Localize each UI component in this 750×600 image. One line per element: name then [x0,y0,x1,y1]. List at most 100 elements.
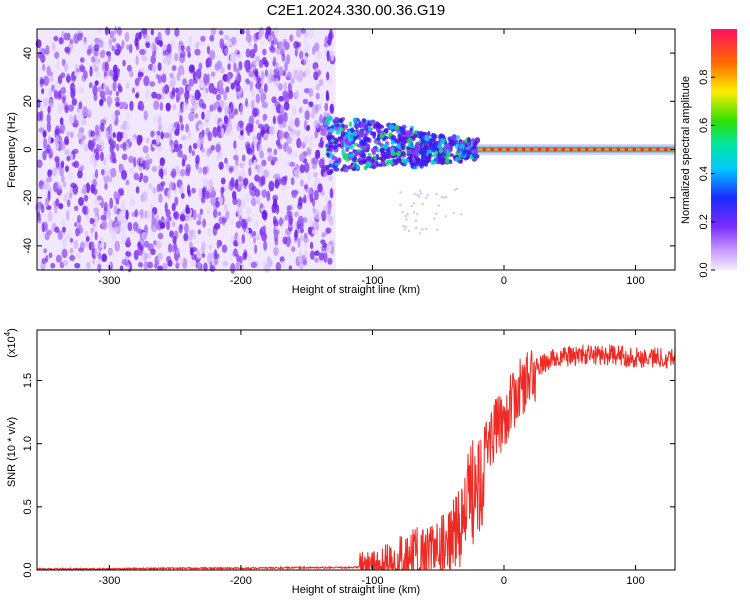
heatmap-cell [327,257,333,265]
heatmap-cell [283,111,288,123]
heatmap-cell [165,209,171,218]
heatmap-cell [64,136,69,145]
heatmap-cell [415,156,421,163]
heatmap-cell [89,155,95,165]
heatmap-cell [94,168,99,179]
heatmap-cell [126,122,131,132]
heatmap-cell [279,256,285,263]
heatmap-cell [529,147,534,152]
heatmap-cell [209,49,216,61]
heatmap-cell [122,141,127,152]
heatmap-cell [272,198,278,208]
heatmap-cell [303,162,310,173]
heatmap-cell [248,115,255,126]
heatmap-cell [47,105,51,114]
heatmap-cell [236,206,243,216]
heatmap-cell [308,87,314,98]
heatmap-cell [309,29,314,39]
heatmap-cell [107,44,112,50]
heatmap-cell [228,167,233,174]
heatmap-cell [160,181,166,187]
heatmap-cell [48,88,52,99]
heatmap-cell [460,213,463,216]
heatmap-cell [311,46,316,55]
heatmap-cell [454,156,460,163]
heatmap-cell [238,133,245,141]
heatmap-cell [137,71,144,78]
heatmap-cell [95,124,100,136]
heatmap-cell [366,160,370,165]
heatmap-cell [358,160,364,166]
heatmap-cell [430,138,435,143]
heatmap-cell [83,194,89,202]
heatmap-cell [70,131,74,139]
heatmap-cell [197,213,202,222]
heatmap-cell [146,153,150,161]
heatmap-cell [200,35,206,42]
heatmap-cell [56,60,61,70]
heatmap-cell [304,247,308,259]
heatmap-cell [169,80,175,89]
heatmap-cell [363,124,369,131]
heatmap-cell [291,246,296,252]
heatmap-cell [96,242,101,254]
heatmap-cell [111,220,117,229]
heatmap-cell [321,210,327,219]
snr-scale-prefix: (x10 [6,336,18,357]
heatmap-cell [251,230,257,237]
heatmap-cell [74,205,79,211]
heatmap-cell [404,130,411,135]
heatmap-cell [258,59,264,68]
heatmap-cell [111,45,116,52]
heatmap-cell [46,176,53,183]
heatmap-cell [252,135,257,147]
heatmap-cell [309,241,314,250]
heatmap-cell [537,147,542,152]
heatmap-cell [383,143,389,150]
heatmap-cell [324,102,329,112]
heatmap-cell [317,183,323,193]
heatmap-cell [171,202,176,212]
heatmap-cell [490,147,494,152]
heatmap-cell [344,124,349,129]
heatmap-cell [345,146,350,153]
heatmap-cell [238,91,243,99]
spectrogram-marks [35,25,675,274]
heatmap-cell [109,124,114,135]
heatmap-cell [246,206,252,216]
heatmap-cell [258,167,265,176]
heatmap-cell [174,53,179,62]
heatmap-cell [324,119,331,126]
heatmap-cell [62,226,66,233]
heatmap-cell [115,143,120,152]
heatmap-cell [221,187,225,193]
heatmap-cell [263,133,270,139]
heatmap-cell [404,158,410,162]
heatmap-cell [233,248,238,257]
heatmap-cell [506,147,510,152]
heatmap-cell [328,115,333,122]
heatmap-cell [379,133,384,139]
heatmap-cell [223,204,228,211]
heatmap-cell [129,100,134,111]
heatmap-cell [189,247,194,256]
heatmap-cell [228,180,234,191]
heatmap-cell [281,53,286,62]
heatmap-cell [113,204,118,215]
heatmap-cell [291,106,297,116]
heatmap-cell [224,186,229,192]
heatmap-cell [199,208,204,215]
heatmap-cell [294,117,300,128]
heatmap-cell [37,40,42,47]
heatmap-cell [229,219,235,225]
heatmap-cell [135,92,139,99]
heatmap-cell [157,232,164,240]
heatmap-cell [257,136,262,145]
heatmap-cell [400,128,406,135]
snr-y-axis-label: SNR (10 * v/v) [6,417,18,487]
heatmap-cell [82,106,88,118]
heatmap-cell [425,196,428,199]
heatmap-cell [110,167,117,178]
heatmap-cell [207,227,212,237]
heatmap-cell [632,147,637,152]
